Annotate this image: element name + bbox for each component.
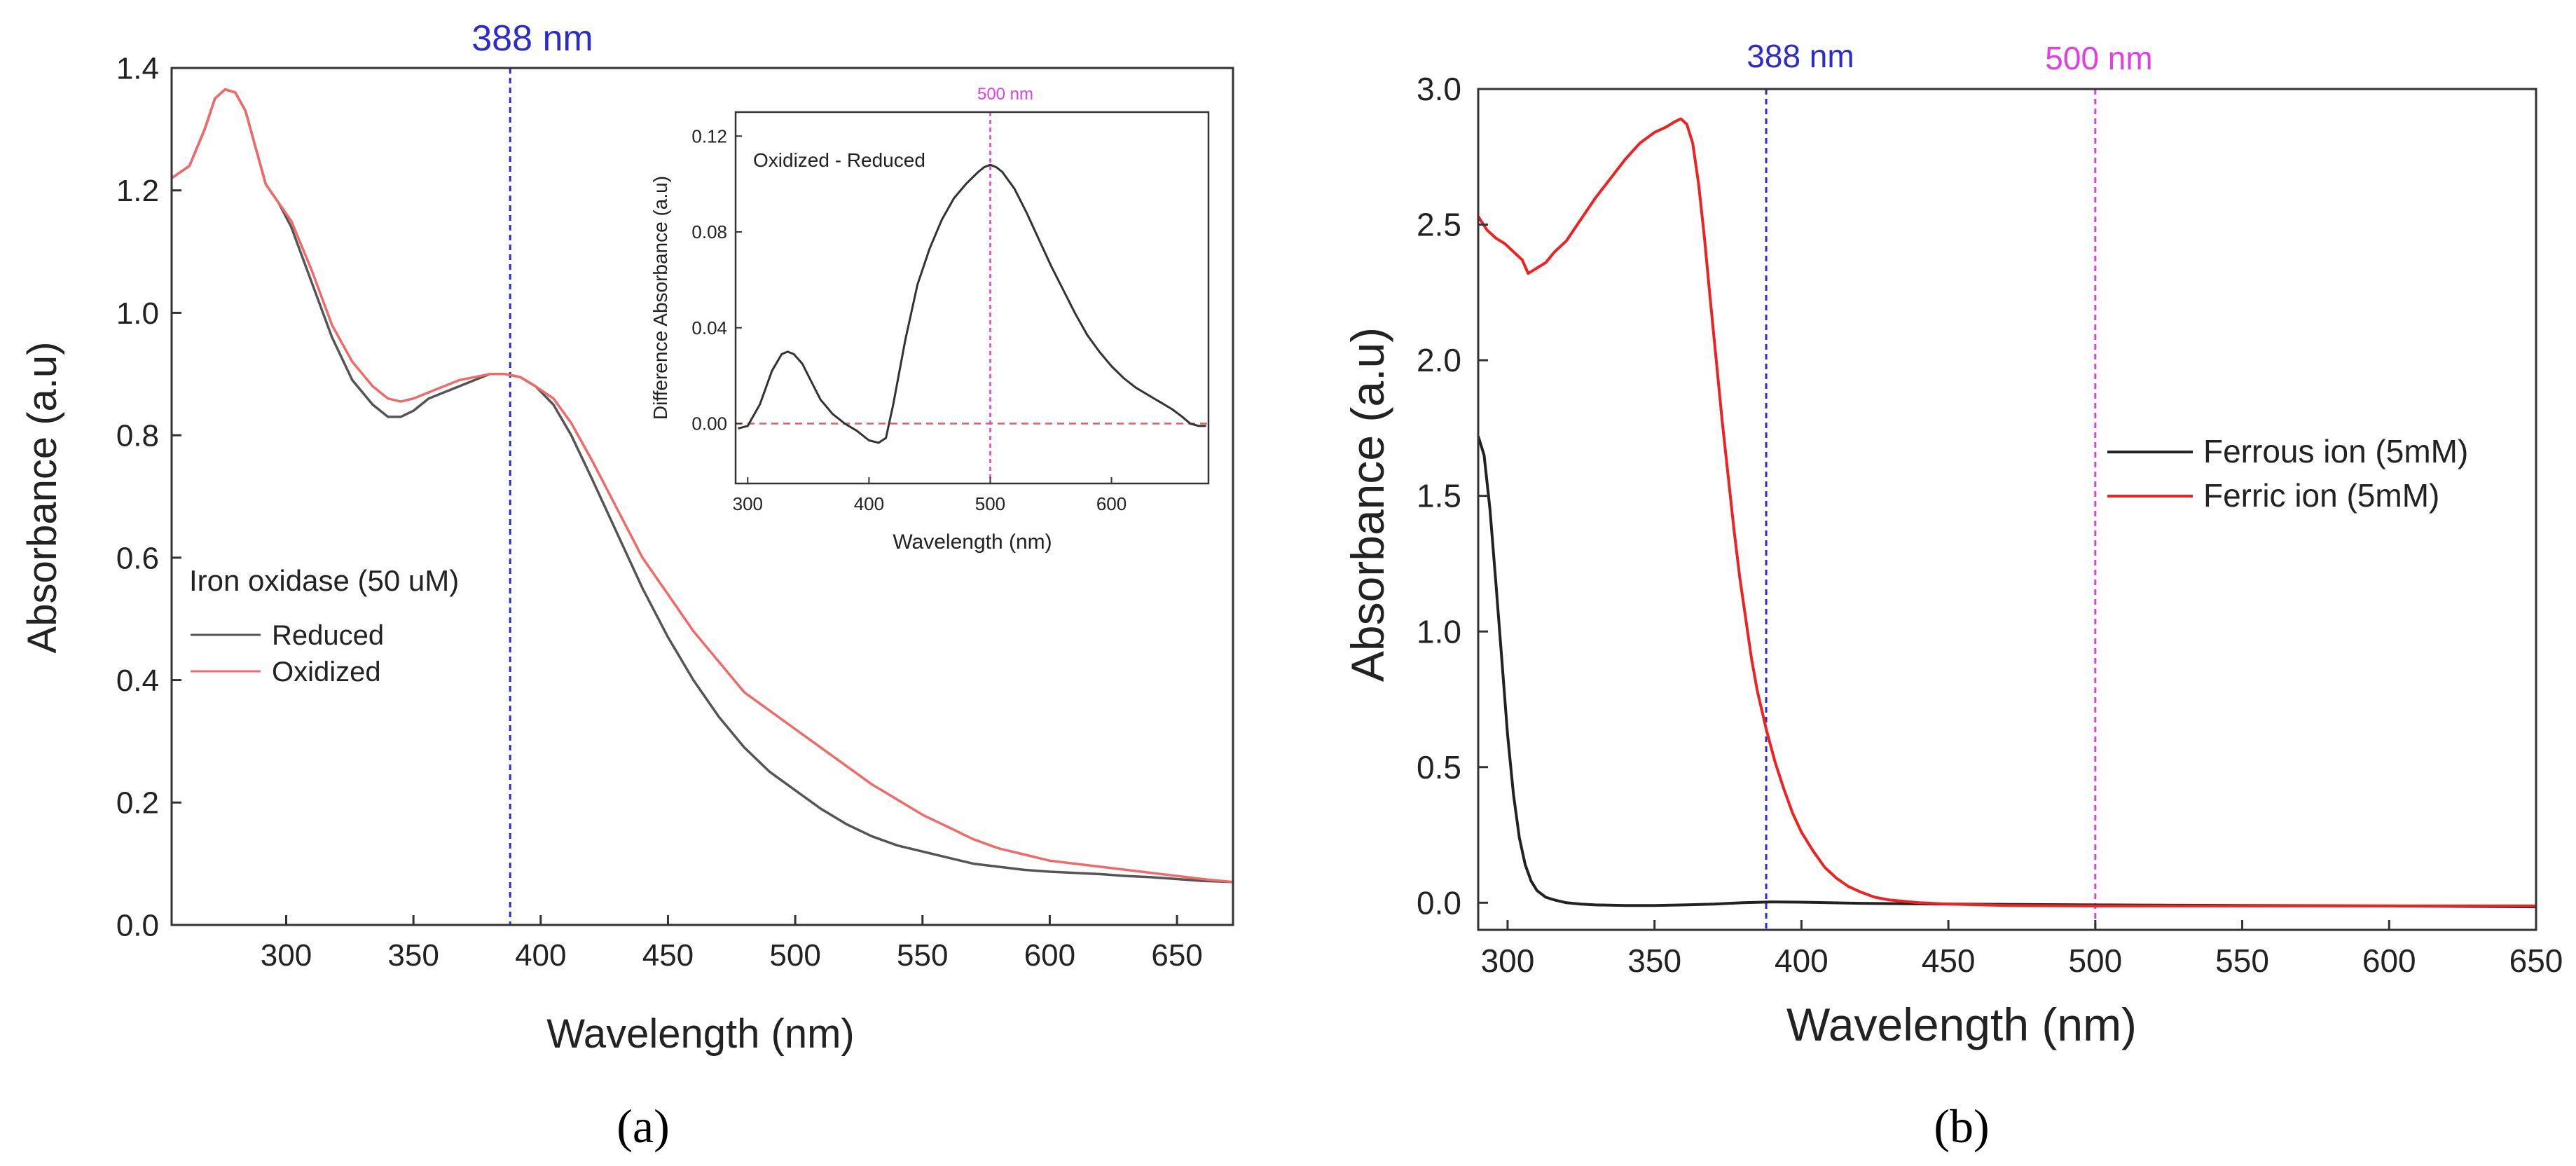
x-tick-label: 300 (261, 938, 312, 973)
y-tick-label: 1.5 (1417, 478, 1461, 514)
legend-label-reduced: Reduced (272, 620, 384, 651)
vline-label-388-b: 388 nm (1747, 38, 1854, 74)
series-line-ferric (1477, 117, 2536, 907)
x-tick-label: 300 (733, 493, 763, 514)
inset-plot-area (736, 112, 1208, 483)
panel-label-b: (b) (1934, 1099, 1989, 1153)
inset-x-ticks: 300 400 500 600 (733, 477, 1127, 514)
x-tick-label: 650 (2509, 942, 2563, 979)
y-tick-label: 2.0 (1417, 342, 1461, 378)
x-tick-label: 500 (975, 493, 1005, 514)
x-tick-label: 600 (2362, 942, 2416, 979)
y-tick-label: 0.04 (691, 317, 727, 338)
x-tick-label: 450 (1922, 942, 1976, 979)
inset-y-axis-title: Difference Absorbance (a.u) (649, 176, 671, 420)
legend-b: Ferrous ion (5mM) Ferric ion (5mM) (2107, 433, 2468, 514)
plot-frame-b (1477, 88, 2537, 931)
series-line-ferrous (1477, 435, 2537, 909)
panel-label-a: (a) (617, 1099, 669, 1153)
y-tick-label: 1.0 (1417, 613, 1461, 650)
x-axis-ticks-b: 300 350 400 450 500 550 600 650 (1481, 920, 2563, 979)
x-tick-label: 400 (854, 493, 884, 514)
x-tick-label: 650 (1151, 938, 1202, 973)
y-tick-label: 0.12 (691, 125, 727, 146)
y-tick-label: 1.4 (116, 51, 159, 85)
y-tick-label: 0.0 (1417, 884, 1461, 921)
x-tick-label: 350 (1627, 942, 1681, 979)
y-tick-label: 0.0 (116, 908, 159, 942)
y-tick-label: 0.4 (116, 664, 159, 698)
x-axis-title-a: Wavelength (nm) (546, 1011, 854, 1057)
y-tick-label: 0.2 (116, 786, 159, 821)
legend-title-a: Iron oxidase (50 uM) (189, 564, 459, 597)
x-tick-label: 600 (1096, 493, 1127, 514)
inset-background (722, 105, 1208, 483)
y-axis-title-a: Absorbance (a.u) (20, 342, 65, 654)
chart-panel-a: 300 350 400 450 500 550 600 650 0.0 0.2 0.4 0.6 0.8… (20, 18, 1234, 1153)
y-axis-ticks-a: 0.0 0.2 0.4 0.6 0.8 1.0 1.2 1.4 (116, 51, 181, 942)
x-tick-label: 500 (2068, 942, 2122, 979)
plot-frame-a (170, 67, 1234, 926)
x-axis-ticks-a: 300 350 400 450 500 550 600 650 (261, 915, 1203, 973)
x-tick-label: 450 (642, 938, 694, 973)
y-tick-label: 1.2 (116, 174, 159, 208)
y-tick-label: 0.6 (116, 541, 159, 575)
x-tick-label: 350 (387, 938, 439, 973)
y-axis-title-b: Absorbance (a.u) (1342, 327, 1393, 682)
legend-label-ferrous: Ferrous ion (5mM) (2203, 433, 2468, 469)
y-tick-label: 3.0 (1417, 71, 1461, 107)
chart-panel-b: 300 350 400 450 500 550 600 650 0.0 0.5 1.0 1.5 2.0… (1342, 38, 2563, 1153)
legend-label-oxidized: Oxidized (272, 657, 381, 687)
x-axis-title-b: Wavelength (nm) (1786, 999, 2137, 1050)
x-tick-label: 400 (515, 938, 566, 973)
inset-x-axis-title: Wavelength (nm) (893, 530, 1052, 554)
x-tick-label: 300 (1481, 942, 1535, 979)
legend-label-ferric: Ferric ion (5mM) (2203, 477, 2439, 514)
x-tick-label: 400 (1775, 942, 1828, 979)
y-tick-label: 0.5 (1417, 749, 1461, 786)
inset-series-label: Oxidized - Reduced (753, 149, 925, 171)
series-line-oxidized (171, 88, 1234, 884)
inset-series-line (738, 163, 1206, 444)
inset-vline-label: 500 nm (977, 85, 1033, 104)
y-tick-label: 0.08 (691, 221, 727, 242)
y-tick-label: 2.5 (1417, 207, 1461, 243)
inset-chart: 300 400 500 600 0.00 0.04 0.08 0.12 Oxidized -… (649, 85, 1210, 554)
y-tick-label: 0.00 (691, 413, 727, 434)
y-tick-label: 0.8 (116, 419, 159, 453)
plot-area-b (1477, 89, 2537, 930)
x-tick-label: 550 (2215, 942, 2269, 979)
x-tick-label: 600 (1024, 938, 1075, 973)
y-tick-label: 1.0 (116, 296, 159, 331)
inset-y-ticks: 0.00 0.04 0.08 0.12 (691, 125, 742, 434)
vline-label-500-b: 500 nm (2045, 40, 2152, 76)
inset-frame (734, 111, 1210, 485)
x-tick-label: 500 (769, 938, 820, 973)
plot-area-a (171, 68, 1234, 925)
legend-a: Iron oxidase (50 uM) Reduced Oxidized (189, 564, 459, 687)
x-tick-label: 550 (897, 938, 948, 973)
y-axis-ticks-b: 0.0 0.5 1.0 1.5 2.0 2.5 3.0 (1417, 71, 1488, 921)
vline-label-388-a: 388 nm (471, 18, 593, 59)
